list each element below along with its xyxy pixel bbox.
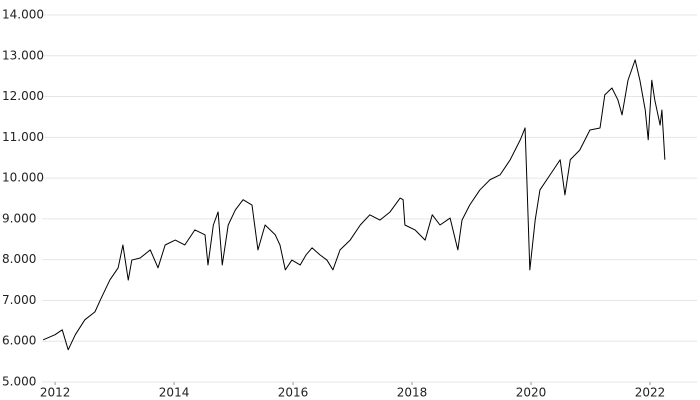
x-tick-label: 2014 [159,386,190,400]
line-series [42,59,666,351]
x-tick-label: 2018 [397,386,428,400]
y-tick-label: 13.000 [2,48,44,62]
y-tick-label: 9.000 [2,211,36,225]
y-tick-label: 7.000 [2,293,36,307]
x-tick-label: 2022 [635,386,666,400]
y-tick-label: 10.000 [2,171,44,185]
y-tick-label: 8.000 [2,252,36,266]
y-tick-label: 6.000 [2,334,36,348]
y-tick-label: 14.000 [2,8,44,22]
x-tick-label: 2016 [278,386,309,400]
y-tick-label: 12.000 [2,89,44,103]
y-tick-label: 5.000 [2,375,36,389]
y-tick-label: 11.000 [2,130,44,144]
x-tick-label: 2020 [516,386,547,400]
x-tick-label: 2012 [40,386,71,400]
